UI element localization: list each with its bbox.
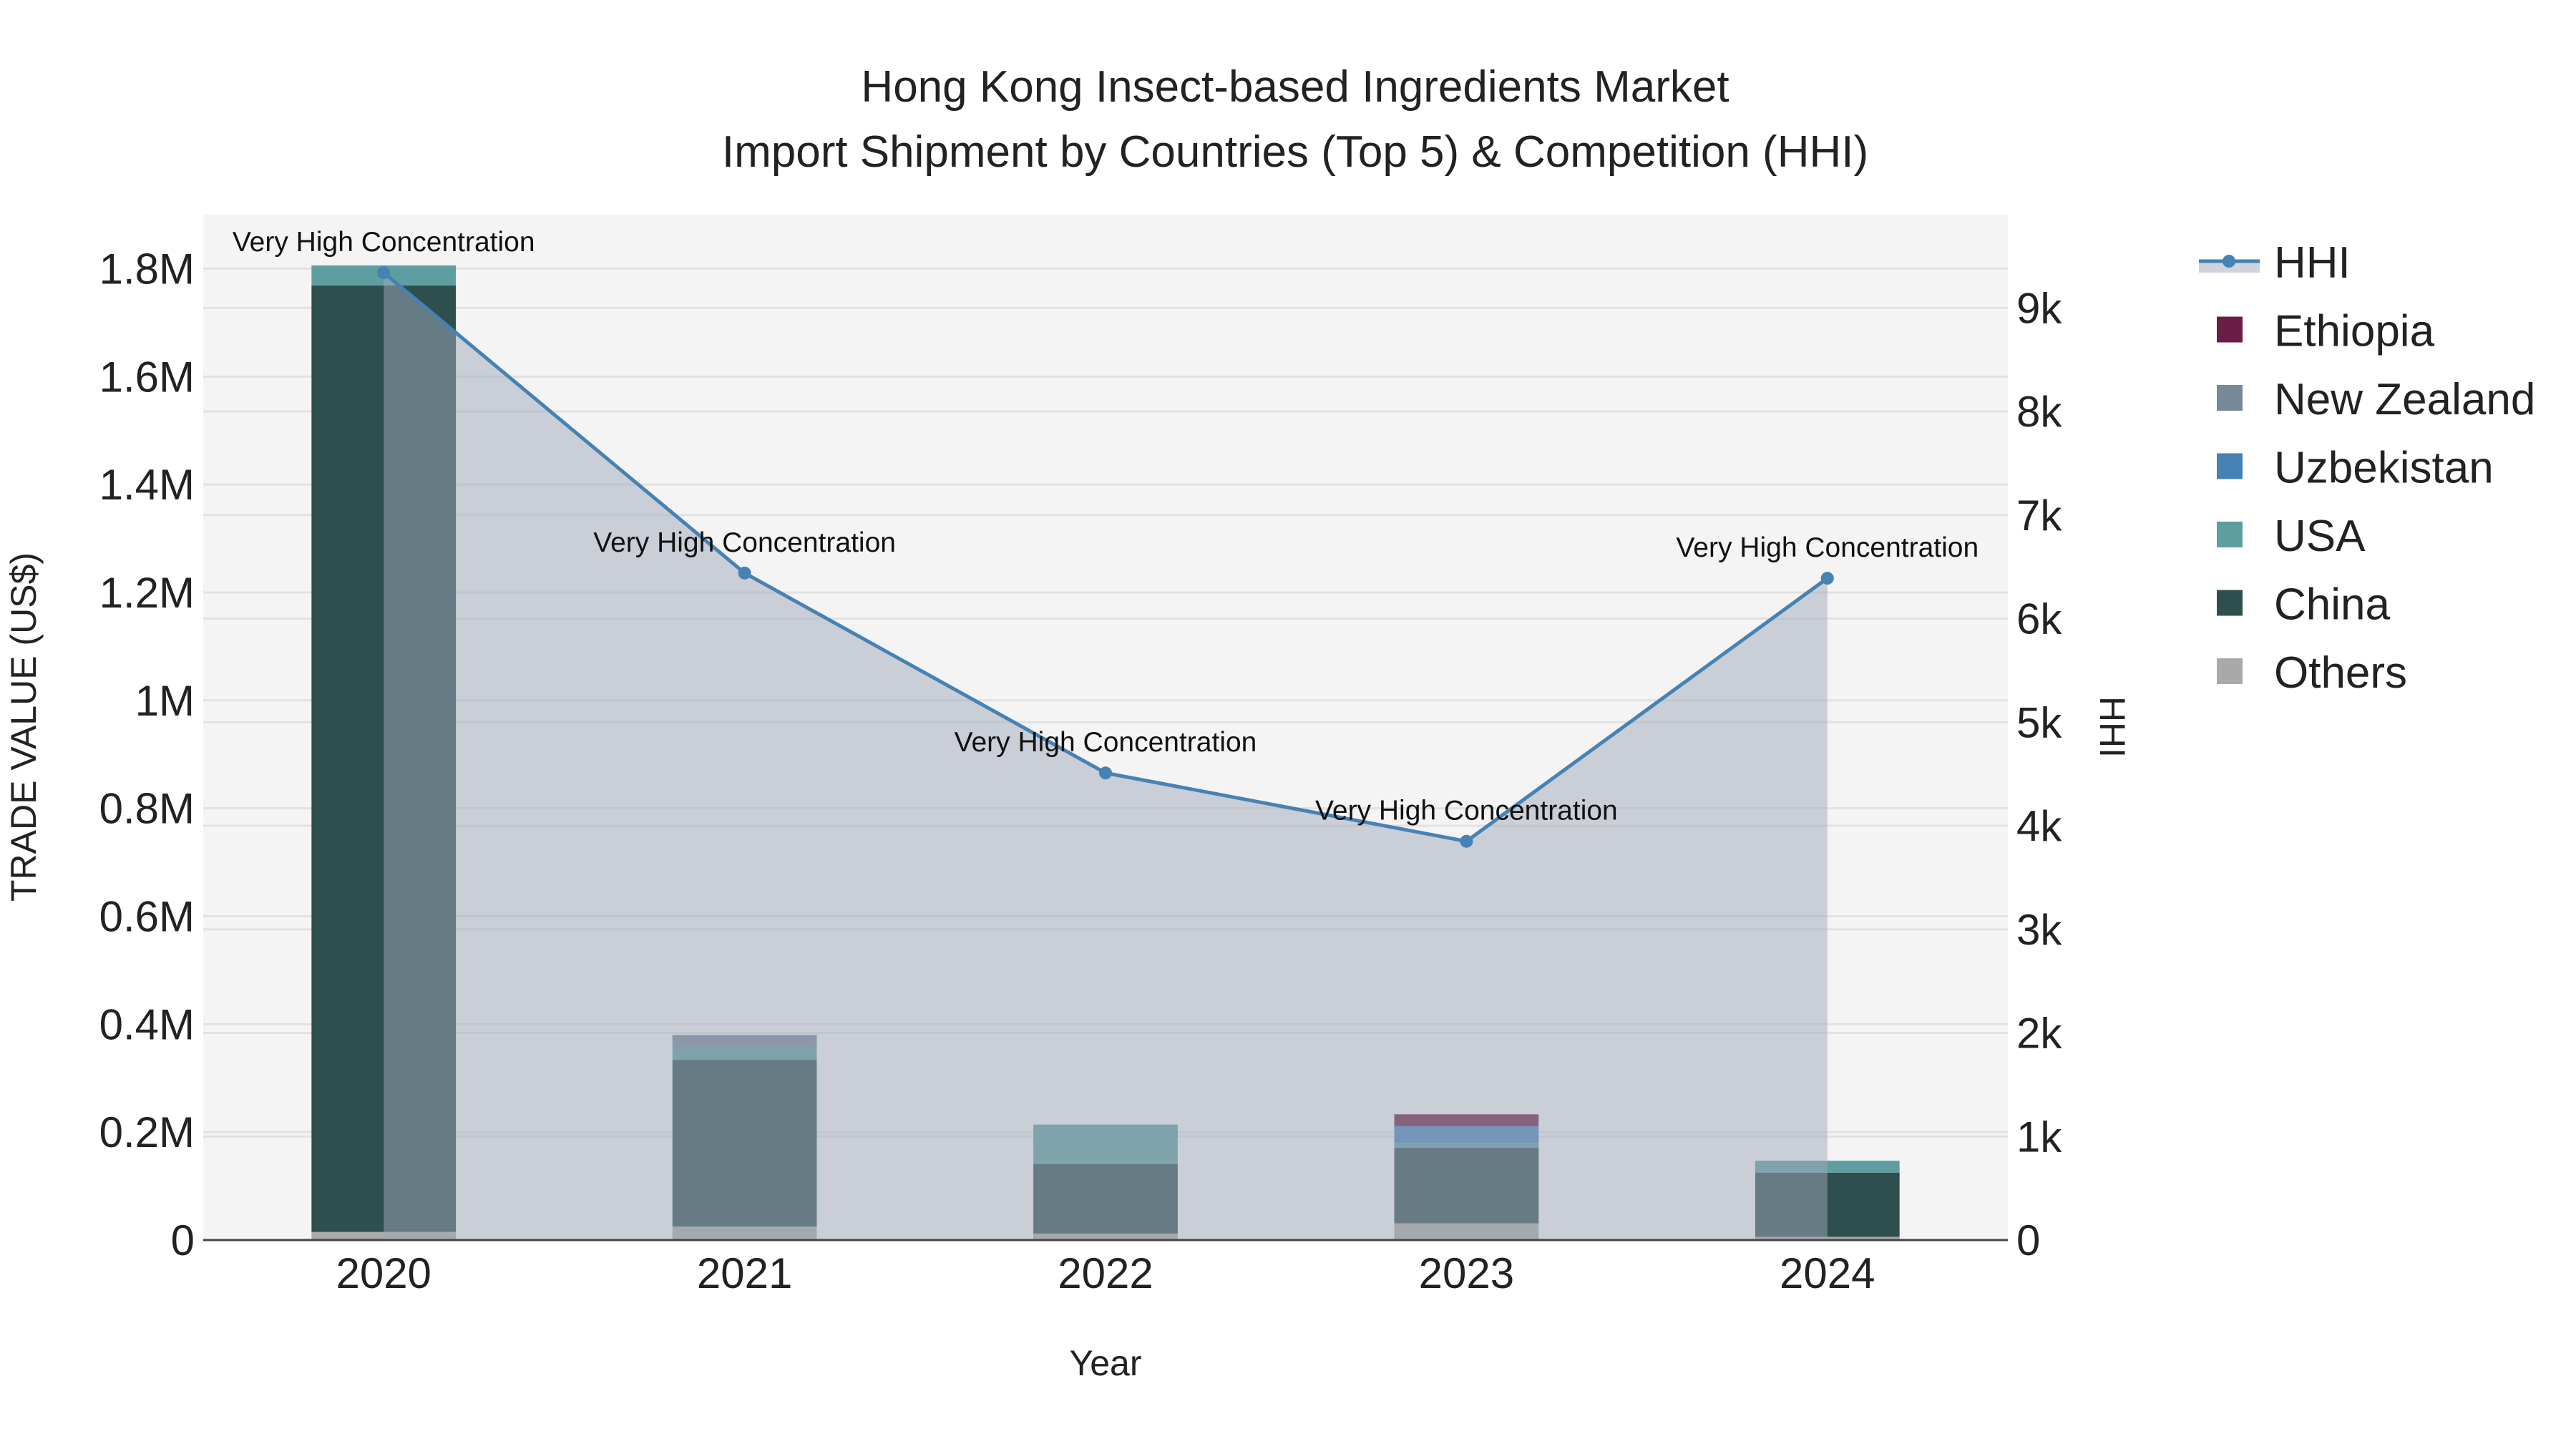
y-tick-label: 0.8M bbox=[99, 785, 195, 833]
hhi-point-2023[interactable] bbox=[1460, 834, 1473, 848]
x-axis-label: Year bbox=[1069, 1343, 1141, 1383]
x-tick-label: 2023 bbox=[1419, 1249, 1514, 1297]
legend-item-uzbekistan[interactable]: Uzbekistan bbox=[2217, 444, 2494, 493]
chart-subtitle: Import Shipment by Countries (Top 5) & C… bbox=[722, 127, 1868, 177]
x-tick-label: 2022 bbox=[1058, 1249, 1153, 1297]
hhi-point-2022[interactable] bbox=[1099, 766, 1112, 780]
y2-tick-label: 2k bbox=[2016, 1010, 2062, 1058]
legend-item-ethiopia[interactable]: Ethiopia bbox=[2217, 307, 2435, 356]
x-axis-ticks: 2020 2021 2022 2023 2024 bbox=[336, 1249, 1875, 1297]
hhi-area bbox=[384, 273, 1828, 1240]
legend-swatch-icon bbox=[2217, 316, 2243, 343]
legend-label: Others bbox=[2274, 648, 2407, 698]
y2-tick-label: 0 bbox=[2016, 1216, 2040, 1264]
legend-swatch-icon bbox=[2217, 453, 2243, 479]
y2-tick-label: 4k bbox=[2016, 802, 2062, 850]
y-tick-label: 1.4M bbox=[99, 461, 195, 509]
x-tick-label: 2020 bbox=[336, 1249, 431, 1297]
hhi-series: Very High Concentration Very High Concent… bbox=[233, 227, 1979, 1240]
y2-tick-label: 9k bbox=[2016, 284, 2062, 332]
y-tick-label: 1.6M bbox=[99, 353, 195, 401]
y2-axis-label: HHI bbox=[2092, 696, 2132, 758]
y-tick-label: 0.4M bbox=[99, 1000, 195, 1048]
chart-title: Hong Kong Insect-based Ingredients Marke… bbox=[861, 62, 1729, 112]
y-tick-label: 1M bbox=[135, 677, 195, 725]
y2-tick-label: 3k bbox=[2016, 906, 2062, 954]
hhi-point-2024[interactable] bbox=[1820, 572, 1834, 585]
y2-tick-label: 7k bbox=[2016, 492, 2062, 540]
y-tick-label: 0.2M bbox=[99, 1108, 195, 1156]
x-tick-label: 2021 bbox=[697, 1249, 792, 1297]
legend-swatch-icon bbox=[2217, 385, 2243, 411]
x-tick-label: 2024 bbox=[1780, 1249, 1875, 1297]
legend-label: USA bbox=[2274, 512, 2366, 561]
y-tick-label: 1.2M bbox=[99, 569, 195, 617]
y-tick-label: 0 bbox=[171, 1216, 195, 1264]
hhi-annotation: Very High Concentration bbox=[1676, 532, 1979, 563]
legend-marker-icon bbox=[2223, 255, 2235, 268]
hhi-annotation: Very High Concentration bbox=[1315, 796, 1618, 826]
y-tick-label: 1.8M bbox=[99, 245, 195, 293]
legend-label: Uzbekistan bbox=[2274, 444, 2494, 493]
hhi-annotation: Very High Concentration bbox=[593, 527, 896, 558]
y-tick-label: 0.6M bbox=[99, 892, 195, 940]
hhi-annotation: Very High Concentration bbox=[955, 727, 1257, 758]
legend-item-others[interactable]: Others bbox=[2217, 648, 2407, 698]
legend-swatch-icon bbox=[2217, 658, 2243, 684]
legend-item-hhi[interactable]: HHI bbox=[2199, 238, 2351, 288]
legend-label: Ethiopia bbox=[2274, 307, 2435, 356]
legend-swatch-icon bbox=[2217, 522, 2243, 547]
y2-tick-label: 1k bbox=[2016, 1113, 2062, 1161]
legend-label: HHI bbox=[2274, 238, 2351, 288]
y2-tick-label: 5k bbox=[2016, 698, 2062, 746]
y2-tick-label: 8k bbox=[2016, 388, 2062, 436]
legend-label: China bbox=[2274, 580, 2391, 630]
legend-swatch-icon bbox=[2217, 590, 2243, 616]
hhi-annotation: Very High Concentration bbox=[233, 227, 535, 258]
legend-label: New Zealand bbox=[2274, 375, 2535, 424]
legend-item-china[interactable]: China bbox=[2217, 580, 2391, 630]
legend: HHI Ethiopia New Zealand Uzbekistan USA China… bbox=[2199, 238, 2535, 698]
hhi-point-2021[interactable] bbox=[738, 566, 751, 580]
hhi-point-2020[interactable] bbox=[377, 266, 391, 280]
y2-tick-label: 6k bbox=[2016, 595, 2062, 643]
y2-axis-ticks: 0 1k 2k 3k 4k 5k 6k 7k 8k 9k bbox=[2016, 284, 2062, 1264]
y-axis-ticks: 0 0.2M 0.4M 0.6M 0.8M 1M 1.2M 1.4M 1.6M 1.8M bbox=[99, 245, 195, 1264]
legend-item-new-zealand[interactable]: New Zealand bbox=[2217, 375, 2535, 424]
legend-item-usa[interactable]: USA bbox=[2217, 512, 2366, 561]
y-axis-label: TRADE VALUE (US$) bbox=[4, 552, 44, 902]
